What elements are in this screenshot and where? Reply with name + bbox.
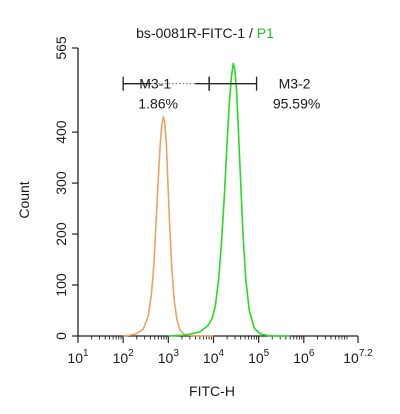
y-tick-label: 0 (53, 332, 69, 340)
y-tick-label: 300 (53, 171, 69, 195)
gate-2-percent: 95.59% (273, 96, 320, 112)
y-tick-label: 565 (53, 36, 69, 60)
gate-1-percent: 1.86% (138, 96, 178, 112)
y-tick-label: 200 (53, 222, 69, 246)
y-tick-label: 100 (53, 273, 69, 297)
x-tick-label: 107.2 (343, 348, 373, 366)
y-axis-title: Count (16, 181, 32, 218)
gate-2-name: M3-2 (279, 76, 311, 92)
gate-1-name: M3-1 (139, 76, 171, 92)
x-tick-label: 103 (158, 348, 180, 366)
x-tick-label: 106 (293, 348, 315, 366)
histogram-series-2 (168, 62, 291, 337)
chart-title-main: bs-0081R-FITC-1 / (136, 25, 257, 41)
x-tick-label: 105 (248, 348, 270, 366)
y-tick-label: 400 (53, 120, 69, 144)
x-tick-label: 104 (203, 348, 225, 366)
x-tick-label: 102 (113, 348, 135, 366)
x-tick-label: 101 (67, 348, 89, 366)
x-axis-title: FITC-H (189, 383, 235, 399)
chart-title-highlight: P1 (257, 25, 274, 41)
plot-area: 0 100 200 300 400 565 101 102 103 104 105 106 107.2 M… (53, 36, 373, 366)
histogram-series-1 (123, 116, 214, 337)
chart-title: bs-0081R-FITC-1 / P1 (136, 25, 274, 41)
